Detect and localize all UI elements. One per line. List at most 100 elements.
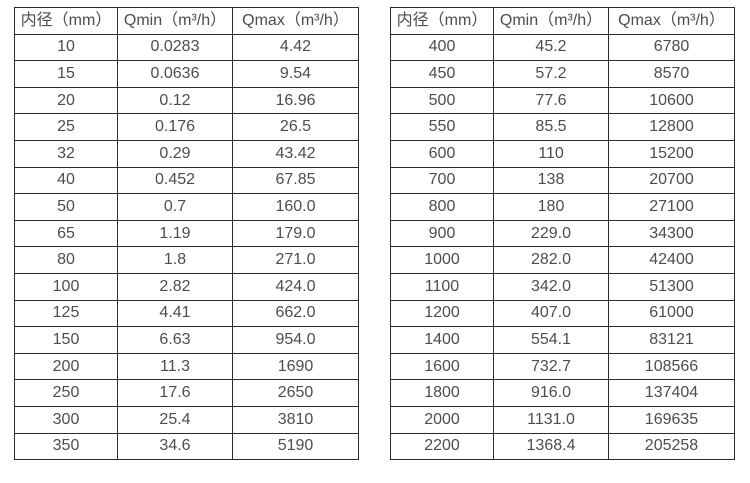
table-row: 500 77.6 10600	[390, 86, 735, 115]
table-row: 80 1.8 271.0	[14, 246, 359, 274]
table-cell: 179.0	[232, 219, 359, 248]
header-row: 内径（mm） Qmin（m³/h） Qmax（m³/h）	[14, 7, 359, 35]
table-cell: 0.7	[117, 193, 233, 221]
table-cell: 20	[14, 86, 118, 115]
table-cell: 600	[390, 139, 494, 168]
table-row: 25 0.176 26.5	[14, 113, 359, 141]
table-row: 700 138 20700	[390, 166, 735, 195]
table-cell: 137404	[608, 379, 735, 407]
table-cell: 160.0	[232, 193, 359, 221]
table-row: 1400 554.1 83121	[390, 326, 735, 354]
table-cell: 100	[14, 272, 118, 301]
table-cell: 0.0636	[117, 60, 233, 88]
table-cell: 282.0	[493, 246, 609, 274]
table-row: 10 0.0283 4.42	[14, 33, 359, 62]
table-cell: 27100	[608, 193, 735, 221]
table-cell: 954.0	[232, 326, 359, 354]
table-row: 1600 732.7 108566	[390, 352, 735, 381]
table-cell: 32	[14, 139, 118, 168]
table-cell: 45.2	[493, 33, 609, 62]
table-cell: 916.0	[493, 379, 609, 407]
table-cell: 43.42	[232, 139, 359, 168]
table-cell: 1600	[390, 352, 494, 381]
table-cell: 450	[390, 60, 494, 88]
table-cell: 1368.4	[493, 432, 609, 461]
table-cell: 4.42	[232, 33, 359, 62]
column-header: Qmin（m³/h）	[117, 7, 233, 35]
column-header: Qmax（m³/h）	[608, 7, 735, 35]
table-cell: 342.0	[493, 272, 609, 301]
table-cell: 732.7	[493, 352, 609, 381]
table-cell: 9.54	[232, 60, 359, 88]
table-cell: 800	[390, 193, 494, 221]
table-row: 15 0.0636 9.54	[14, 60, 359, 88]
column-header: 内径（mm）	[390, 7, 494, 35]
table-cell: 8570	[608, 60, 735, 88]
table-cell: 26.5	[232, 113, 359, 141]
table-row: 65 1.19 179.0	[14, 219, 359, 248]
table-cell: 180	[493, 193, 609, 221]
table-row: 2000 1131.0 169635	[390, 405, 735, 434]
table-row: 800 180 27100	[390, 193, 735, 221]
table-cell: 250	[14, 379, 118, 407]
table-row: 300 25.4 3810	[14, 405, 359, 434]
table-row: 1000 282.0 42400	[390, 246, 735, 274]
table-cell: 50	[14, 193, 118, 221]
table-cell: 6780	[608, 33, 735, 62]
table-row: 1800 916.0 137404	[390, 379, 735, 407]
table-cell: 67.85	[232, 166, 359, 195]
table-cell: 15	[14, 60, 118, 88]
table-cell: 424.0	[232, 272, 359, 301]
table-cell: 150	[14, 326, 118, 354]
table-row: 350 34.6 5190	[14, 432, 359, 461]
table-cell: 300	[14, 405, 118, 434]
table-cell: 200	[14, 352, 118, 381]
table-cell: 1800	[390, 379, 494, 407]
table-cell: 77.6	[493, 86, 609, 115]
table-cell: 0.12	[117, 86, 233, 115]
table-cell: 2650	[232, 379, 359, 407]
table-row: 100 2.82 424.0	[14, 272, 359, 301]
table-cell: 2000	[390, 405, 494, 434]
table-cell: 1100	[390, 272, 494, 301]
flow-table-large-diameters: 内径（mm） Qmin（m³/h） Qmax（m³/h） 400 45.2 6780 450…	[390, 7, 735, 461]
table-cell: 900	[390, 219, 494, 248]
table-cell: 6.63	[117, 326, 233, 354]
table-cell: 25	[14, 113, 118, 141]
table-row: 900 229.0 34300	[390, 219, 735, 248]
table-cell: 400	[390, 33, 494, 62]
table-cell: 125	[14, 299, 118, 328]
table-cell: 138	[493, 166, 609, 195]
column-header: Qmin（m³/h）	[493, 7, 609, 35]
table-row: 1200 407.0 61000	[390, 299, 735, 328]
table-row: 32 0.29 43.42	[14, 139, 359, 168]
table-cell: 80	[14, 246, 118, 274]
table-cell: 350	[14, 432, 118, 461]
table-cell: 1.19	[117, 219, 233, 248]
table-row: 150 6.63 954.0	[14, 326, 359, 354]
table-cell: 2.82	[117, 272, 233, 301]
table-cell: 5190	[232, 432, 359, 461]
table-cell: 554.1	[493, 326, 609, 354]
table-cell: 10600	[608, 86, 735, 115]
table-row: 550 85.5 12800	[390, 113, 735, 141]
table-cell: 1690	[232, 352, 359, 381]
table-cell: 1200	[390, 299, 494, 328]
table-row: 200 11.3 1690	[14, 352, 359, 381]
table-cell: 40	[14, 166, 118, 195]
table-cell: 0.176	[117, 113, 233, 141]
table-cell: 1131.0	[493, 405, 609, 434]
table-cell: 51300	[608, 272, 735, 301]
column-header: 内径（mm）	[14, 7, 118, 35]
table-cell: 169635	[608, 405, 735, 434]
table-cell: 229.0	[493, 219, 609, 248]
table-cell: 700	[390, 166, 494, 195]
table-cell: 12800	[608, 113, 735, 141]
table-cell: 0.0283	[117, 33, 233, 62]
table-row: 2200 1368.4 205258	[390, 432, 735, 461]
table-row: 40 0.452 67.85	[14, 166, 359, 195]
table-row: 125 4.41 662.0	[14, 299, 359, 328]
table-row: 600 110 15200	[390, 139, 735, 168]
table-row: 450 57.2 8570	[390, 60, 735, 88]
